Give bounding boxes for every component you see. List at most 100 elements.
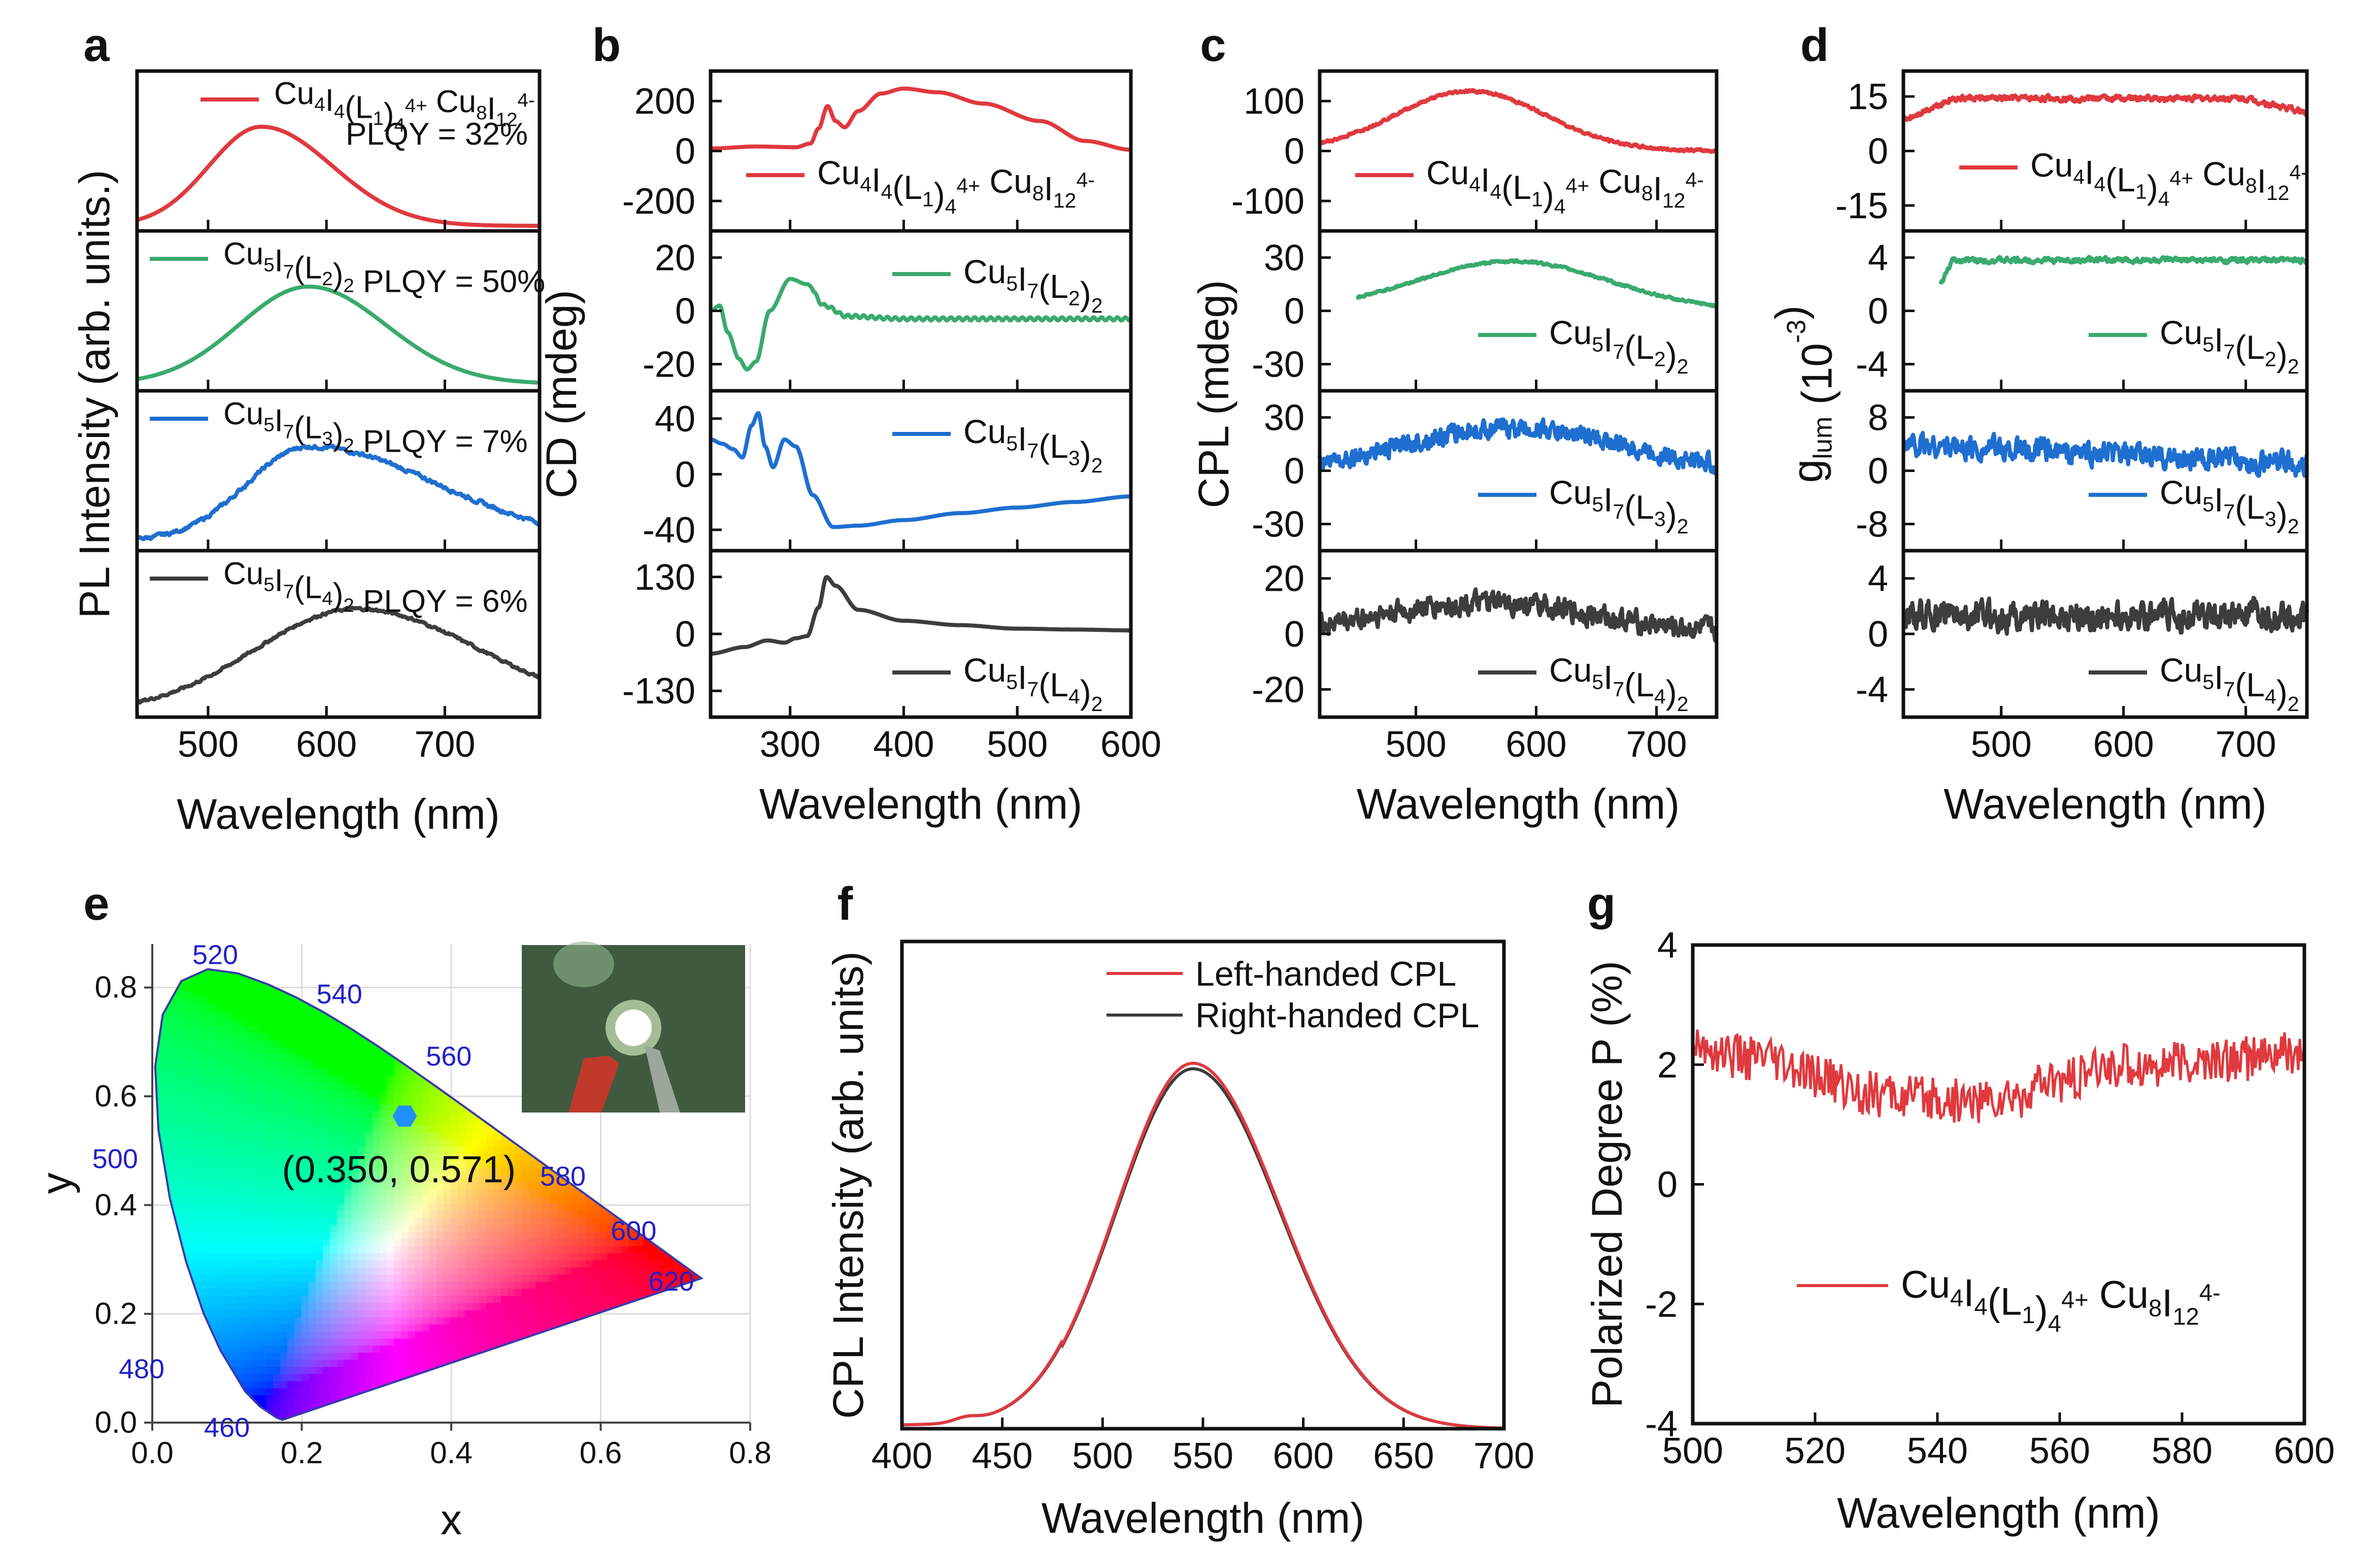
gamut-cell <box>486 1047 494 1055</box>
gamut-cell <box>593 1203 600 1211</box>
gamut-cell <box>486 1331 494 1339</box>
gamut-cell <box>415 1033 423 1041</box>
gamut-cell <box>273 969 281 970</box>
gamut-cell <box>287 1395 295 1403</box>
gamut-cell <box>358 1367 366 1375</box>
gamut-cell <box>515 1282 522 1290</box>
gamut-cell <box>508 1310 515 1318</box>
gamut-cell <box>557 1260 565 1268</box>
gamut-cell <box>301 1381 309 1389</box>
gamut-cell <box>330 955 338 962</box>
gamut-cell <box>344 1125 352 1133</box>
gamut-cell <box>500 1125 508 1133</box>
gamut-cell <box>216 1182 224 1190</box>
gamut-cell <box>529 1239 537 1247</box>
gamut-cell <box>181 1331 188 1339</box>
y-tick-label: 30 <box>1264 238 1304 279</box>
gamut-cell <box>174 1175 181 1183</box>
gamut-cell <box>238 969 245 970</box>
gamut-cell <box>273 1168 281 1176</box>
gamut-cell <box>365 1097 373 1105</box>
gamut-cell <box>202 1147 210 1155</box>
gamut-cell <box>401 1282 409 1290</box>
gamut-cell <box>394 1260 401 1268</box>
x-axis-label: Wavelength (nm) <box>759 780 1082 828</box>
y-tick-label: -30 <box>1252 504 1304 545</box>
gamut-cell <box>500 1012 508 1020</box>
gamut-cell <box>437 1196 444 1204</box>
gamut-cell <box>486 1182 494 1190</box>
gamut-cell <box>500 1331 508 1339</box>
gamut-cell <box>408 1090 416 1098</box>
gamut-cell <box>323 1374 330 1382</box>
gamut-cell <box>323 1118 330 1126</box>
gamut-cell <box>486 997 494 1005</box>
label-part: 2 <box>2288 515 2299 538</box>
gamut-cell <box>202 1154 210 1162</box>
gamut-cell <box>337 955 345 962</box>
gamut-cell <box>266 1161 274 1169</box>
gamut-cell <box>515 1033 522 1041</box>
gamut-cell <box>437 1246 444 1254</box>
gamut-cell <box>593 1374 600 1382</box>
gamut-cell <box>316 1040 323 1048</box>
gamut-cell <box>230 1402 238 1410</box>
gamut-cell <box>195 1317 203 1325</box>
gamut-cell <box>245 1012 252 1020</box>
gamut-cell <box>586 1203 593 1211</box>
gamut-cell <box>415 1012 423 1020</box>
gamut-cell <box>266 1232 274 1240</box>
gamut-cell <box>472 997 480 1005</box>
gamut-cell <box>472 1125 480 1133</box>
gamut-cell <box>155 1068 160 1076</box>
gamut-cell <box>155 1395 160 1403</box>
label-part: I <box>871 161 881 199</box>
label-part: I <box>1018 260 1027 298</box>
gamut-cell <box>155 1175 160 1183</box>
gamut-cell <box>155 1210 160 1219</box>
gamut-cell <box>500 1033 508 1041</box>
gamut-cell <box>579 1203 586 1211</box>
gamut-cell <box>174 1189 181 1197</box>
gamut-cell <box>515 1189 522 1197</box>
gamut-cell <box>259 1310 266 1318</box>
gamut-cell <box>259 1388 266 1396</box>
label-part: ) <box>1080 673 1091 711</box>
gamut-cell <box>614 1175 622 1183</box>
gamut-cell <box>543 1331 551 1339</box>
gamut-cell <box>238 1083 245 1091</box>
gamut-cell <box>330 1253 338 1261</box>
gamut-cell <box>493 1061 501 1069</box>
gamut-cell <box>621 1246 629 1254</box>
gamut-cell <box>294 1367 302 1375</box>
gamut-cell <box>557 1239 565 1247</box>
gamut-cell <box>245 1040 252 1048</box>
gamut-cell <box>529 1345 537 1354</box>
gamut-cell <box>223 1068 231 1076</box>
gamut-cell <box>408 976 416 984</box>
gamut-cell <box>508 1218 515 1226</box>
gamut-cell <box>387 1182 394 1190</box>
gamut-cell <box>195 1210 203 1219</box>
gamut-cell <box>458 1246 465 1254</box>
gamut-cell <box>259 1324 266 1332</box>
gamut-cell <box>252 1147 259 1155</box>
gamut-cell <box>586 1260 593 1268</box>
gamut-cell <box>515 1061 522 1069</box>
gamut-cell <box>230 1210 238 1219</box>
gamut-cell <box>351 969 359 970</box>
gamut-cell <box>195 1232 203 1240</box>
gamut-cell <box>188 1402 195 1410</box>
gamut-cell <box>365 1232 373 1240</box>
gamut-cell <box>508 990 515 998</box>
gamut-cell <box>486 1004 494 1013</box>
gamut-cell <box>294 1061 302 1069</box>
gamut-cell <box>529 1367 537 1375</box>
gamut-cell <box>259 955 266 962</box>
gamut-cell <box>444 1260 451 1268</box>
gamut-cell <box>458 1239 465 1247</box>
gamut-cell <box>614 1246 622 1254</box>
gamut-cell <box>522 1324 529 1332</box>
gamut-cell <box>543 1303 551 1311</box>
gamut-cell <box>437 1374 444 1382</box>
